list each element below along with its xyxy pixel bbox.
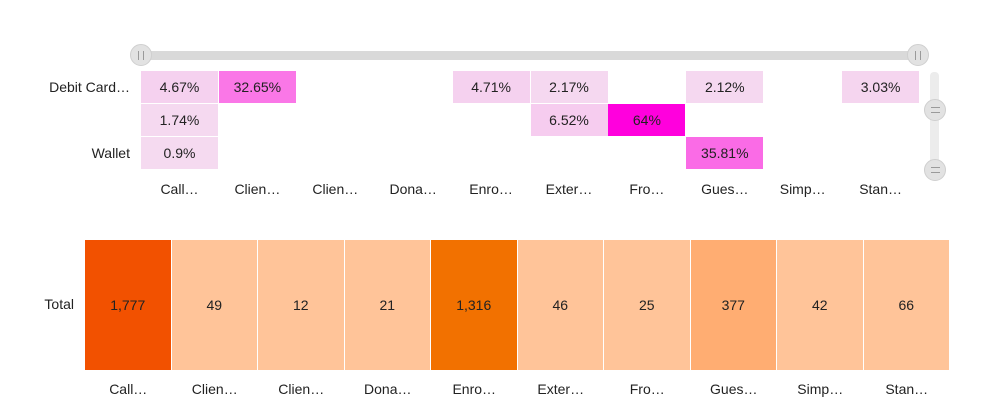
column-label: Call… xyxy=(109,381,148,397)
total-cell: 21 xyxy=(344,240,430,370)
column-label: Gues… xyxy=(701,181,749,197)
column-label: Exter… xyxy=(537,381,585,397)
heatmap-cell: 4.71% xyxy=(452,71,530,103)
heatmap-cell: 35.81% xyxy=(686,137,764,169)
heatmap-cell: 3.03% xyxy=(842,71,920,103)
column-label: Simp… xyxy=(779,181,826,197)
heatmap-cell: 0.9% xyxy=(141,137,218,169)
column-label: Clien… xyxy=(312,181,359,197)
column-label: Clien… xyxy=(191,381,238,397)
grip-icon xyxy=(930,167,940,173)
total-cell: 46 xyxy=(517,240,603,370)
heatmap-cell: 1.74% xyxy=(141,104,218,136)
column-label: Exter… xyxy=(545,181,593,197)
column-label: Stan… xyxy=(859,181,902,197)
column-label: Stan… xyxy=(885,381,929,397)
heatmap-cell: 64% xyxy=(608,104,686,136)
column-label: Fro… xyxy=(629,181,665,197)
vertical-scrollbar-track[interactable] xyxy=(930,72,939,172)
heatmap-cell: 2.17% xyxy=(530,71,608,103)
column-label: Dona… xyxy=(389,181,437,197)
vertical-scrollbar-top-handle[interactable] xyxy=(924,99,946,121)
column-label: Gues… xyxy=(710,381,758,397)
column-label: Clien… xyxy=(234,181,281,197)
row-label: Debit Card… xyxy=(49,79,130,95)
row-label: Wallet xyxy=(91,145,130,161)
total-cell: 66 xyxy=(863,240,949,370)
column-label: Dona… xyxy=(364,381,412,397)
horizontal-scrollbar-track[interactable] xyxy=(141,51,919,60)
column-label: Clien… xyxy=(278,381,325,397)
horizontal-scrollbar-right-handle[interactable] xyxy=(907,44,929,66)
column-label: Call… xyxy=(160,181,199,197)
total-cell: 42 xyxy=(777,240,863,370)
total-cell: 12 xyxy=(258,240,344,370)
heatmap-cell: 2.12% xyxy=(686,71,764,103)
column-label: Simp… xyxy=(797,381,844,397)
column-label: Enro… xyxy=(452,381,497,397)
total-cell: 49 xyxy=(171,240,257,370)
total-cell: 25 xyxy=(604,240,690,370)
heatmap-cell: 6.52% xyxy=(530,104,608,136)
column-label: Enro… xyxy=(469,181,513,197)
horizontal-scrollbar-left-handle[interactable] xyxy=(130,44,152,66)
total-cell: 377 xyxy=(690,240,776,370)
heatmap-cell: 4.67% xyxy=(141,71,218,103)
grip-icon xyxy=(930,107,940,113)
column-label: Fro… xyxy=(629,381,665,397)
total-cell: 1,777 xyxy=(85,240,171,370)
total-cell: 1,316 xyxy=(431,240,517,370)
row-label: Total xyxy=(44,296,74,312)
grip-icon xyxy=(915,50,921,60)
heatmap-cell: 32.65% xyxy=(218,71,296,103)
vertical-scrollbar-bottom-handle[interactable] xyxy=(924,159,946,181)
grip-icon xyxy=(138,50,144,60)
